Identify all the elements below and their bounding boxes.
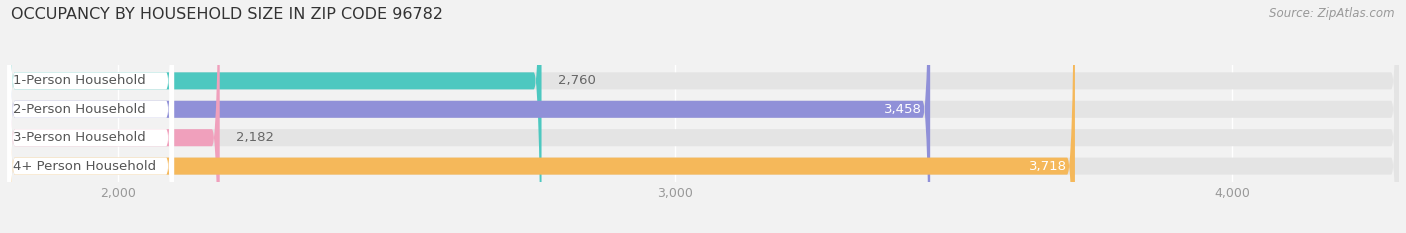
FancyBboxPatch shape [7,0,1399,233]
Text: 3-Person Household: 3-Person Household [13,131,145,144]
FancyBboxPatch shape [7,0,219,233]
FancyBboxPatch shape [7,0,1076,233]
FancyBboxPatch shape [7,0,931,233]
Text: OCCUPANCY BY HOUSEHOLD SIZE IN ZIP CODE 96782: OCCUPANCY BY HOUSEHOLD SIZE IN ZIP CODE … [11,7,443,22]
Text: Source: ZipAtlas.com: Source: ZipAtlas.com [1270,7,1395,20]
Text: 4+ Person Household: 4+ Person Household [13,160,156,173]
FancyBboxPatch shape [7,0,541,233]
Text: 3,458: 3,458 [884,103,922,116]
Text: 2,760: 2,760 [558,74,596,87]
FancyBboxPatch shape [7,0,1399,233]
FancyBboxPatch shape [7,0,174,233]
Text: 1-Person Household: 1-Person Household [13,74,145,87]
FancyBboxPatch shape [7,0,174,233]
FancyBboxPatch shape [7,0,1399,233]
FancyBboxPatch shape [7,0,174,233]
Text: 2,182: 2,182 [236,131,274,144]
FancyBboxPatch shape [7,0,1399,233]
FancyBboxPatch shape [7,0,174,233]
Text: 2-Person Household: 2-Person Household [13,103,145,116]
Text: 3,718: 3,718 [1029,160,1067,173]
